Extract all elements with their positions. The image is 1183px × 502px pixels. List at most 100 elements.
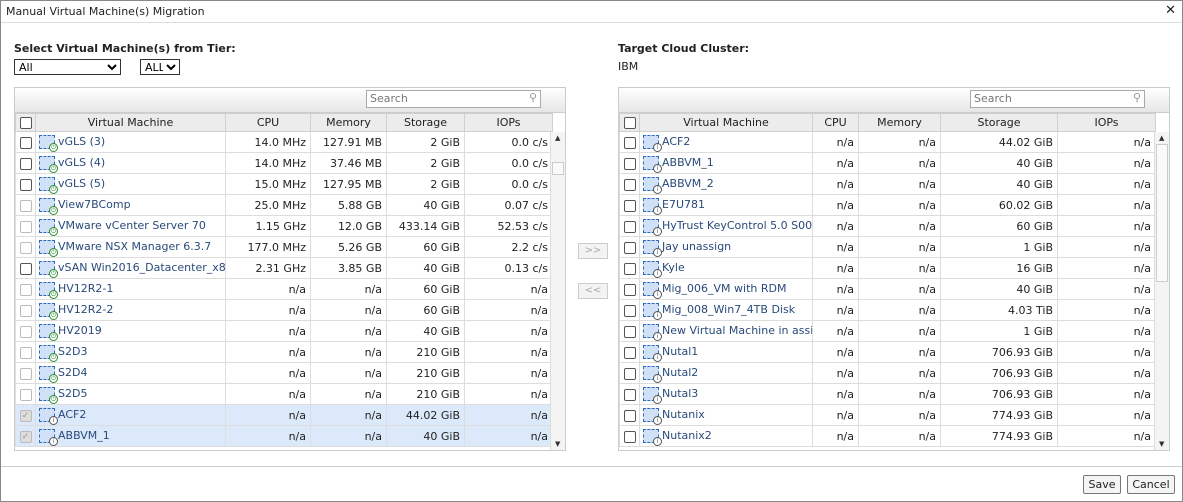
row-checkbox[interactable]: ✓ (15, 425, 36, 447)
table-row[interactable]: ⏻ HV12R2-1 n/a n/a 60 GiB n/a (15, 278, 553, 300)
col-memory[interactable]: Memory (858, 113, 941, 132)
table-row[interactable]: i Nutal3 n/a n/a 706.93 GiB n/a (619, 383, 1156, 405)
memory-cell: n/a (858, 236, 941, 258)
row-checkbox[interactable] (619, 299, 640, 321)
memory-cell: n/a (858, 173, 941, 195)
col-iops[interactable]: IOPs (1057, 113, 1156, 132)
table-row[interactable]: i Nutanix2 n/a n/a 774.93 GiB n/a (619, 425, 1156, 447)
table-row[interactable]: ⏻ HV2019 n/a n/a 40 GiB n/a (15, 320, 553, 342)
row-checkbox[interactable] (619, 131, 640, 153)
table-row[interactable]: ✓ i ABBVM_1 n/a n/a 40 GiB n/a (15, 425, 553, 447)
cpu-cell: n/a (812, 215, 859, 237)
row-checkbox[interactable] (619, 236, 640, 258)
table-row[interactable]: ⏻ VMware NSX Manager 6.3.7 177.0 MHz 5.26… (15, 236, 553, 258)
close-icon[interactable]: ✕ (1165, 3, 1176, 18)
row-checkbox[interactable] (619, 257, 640, 279)
storage-cell: 40 GiB (940, 278, 1058, 300)
row-checkbox[interactable] (619, 341, 640, 363)
row-checkbox[interactable] (619, 404, 640, 426)
scroll-down-icon[interactable]: ▼ (555, 440, 561, 448)
cpu-cell: n/a (225, 383, 311, 405)
select-all-checkbox[interactable] (15, 113, 36, 132)
row-checkbox[interactable] (619, 152, 640, 174)
table-row[interactable]: ⏻ vGLS (4) 14.0 MHz 37.46 MB 2 GiB 0.0 c/… (15, 152, 553, 174)
row-checkbox[interactable]: ✓ (15, 404, 36, 426)
row-checkbox[interactable] (619, 425, 640, 447)
table-row[interactable]: i Nutal2 n/a n/a 706.93 GiB n/a (619, 362, 1156, 384)
cpu-cell: n/a (812, 383, 859, 405)
row-checkbox[interactable] (15, 173, 36, 195)
iops-cell: n/a (1057, 236, 1156, 258)
select-all-checkbox[interactable] (619, 113, 640, 132)
vm-name-cell: i ABBVM_1 (35, 425, 226, 447)
row-checkbox[interactable] (15, 257, 36, 279)
table-row[interactable]: ⏻ vGLS (5) 15.0 MHz 127.95 MB 2 GiB 0.0 c… (15, 173, 553, 195)
table-row[interactable]: ⏻ VMware vCenter Server 70 1.15 GHz 12.0 … (15, 215, 553, 237)
table-row[interactable]: ⏻ S2D4 n/a n/a 210 GiB n/a (15, 362, 553, 384)
table-row[interactable]: i ABBVM_2 n/a n/a 40 GiB n/a (619, 173, 1156, 195)
cpu-cell: n/a (812, 278, 859, 300)
source-scrollbar[interactable]: ▲ ▼ (550, 132, 565, 450)
col-storage[interactable]: Storage (940, 113, 1058, 132)
table-row[interactable]: i ABBVM_1 n/a n/a 40 GiB n/a (619, 152, 1156, 174)
save-button[interactable]: Save (1083, 475, 1121, 494)
memory-cell: n/a (858, 341, 941, 363)
table-row[interactable]: i Mig_006_VM with RDM n/a n/a 40 GiB n/a (619, 278, 1156, 300)
scroll-up-icon[interactable]: ▲ (555, 134, 561, 142)
scroll-up-icon[interactable]: ▲ (1159, 134, 1165, 142)
row-checkbox[interactable] (619, 215, 640, 237)
col-cpu[interactable]: CPU (812, 113, 859, 132)
col-iops[interactable]: IOPs (464, 113, 553, 132)
scroll-down-icon[interactable]: ▼ (1159, 440, 1165, 448)
row-checkbox[interactable] (619, 320, 640, 342)
col-storage[interactable]: Storage (386, 113, 465, 132)
iops-cell: n/a (464, 341, 553, 363)
col-memory[interactable]: Memory (310, 113, 387, 132)
storage-cell: 44.02 GiB (940, 131, 1058, 153)
target-search-input[interactable]: Search ⚲ (970, 90, 1145, 108)
move-left-button[interactable]: << (578, 283, 608, 299)
row-checkbox[interactable] (619, 194, 640, 216)
table-row[interactable]: i ACF2 n/a n/a 44.02 GiB n/a (619, 131, 1156, 153)
row-checkbox[interactable] (15, 152, 36, 174)
table-row[interactable]: i Kyle n/a n/a 16 GiB n/a (619, 257, 1156, 279)
table-row[interactable]: i Nutanix n/a n/a 774.93 GiB n/a (619, 404, 1156, 426)
row-checkbox (15, 362, 36, 384)
target-scrollbar[interactable]: ▲ ▼ (1154, 132, 1169, 450)
row-checkbox[interactable] (619, 173, 640, 195)
scroll-thumb[interactable] (552, 162, 564, 175)
filter-select[interactable]: ALL (140, 59, 180, 75)
vm-name-cell: ⏻ vGLS (5) (35, 173, 226, 195)
table-row[interactable]: ⏻ View7BComp 25.0 MHz 5.88 GB 40 GiB 0.07… (15, 194, 553, 216)
cpu-cell: n/a (225, 341, 311, 363)
storage-cell: 210 GiB (386, 362, 465, 384)
table-row[interactable]: i Jay unassign n/a n/a 1 GiB n/a (619, 236, 1156, 258)
table-row[interactable]: ⏻ S2D3 n/a n/a 210 GiB n/a (15, 341, 553, 363)
row-checkbox[interactable] (619, 362, 640, 384)
iops-cell: 0.13 c/s (464, 257, 553, 279)
move-right-button[interactable]: >> (578, 243, 608, 259)
cancel-button[interactable]: Cancel (1127, 475, 1175, 494)
table-row[interactable]: i E7U781 n/a n/a 60.02 GiB n/a (619, 194, 1156, 216)
table-row[interactable]: ⏻ vSAN Win2016_Datacenter_x86... 2.31 GHz… (15, 257, 553, 279)
table-row[interactable]: i Mig_008_Win7_4TB Disk n/a n/a 4.03 TiB … (619, 299, 1156, 321)
col-virtual-machine[interactable]: Virtual Machine (35, 113, 226, 132)
table-row[interactable]: ⏻ vGLS (3) 14.0 MHz 127.91 MB 2 GiB 0.0 c… (15, 131, 553, 153)
row-checkbox[interactable] (619, 383, 640, 405)
vm-icon: i (643, 429, 662, 446)
table-row[interactable]: i Nutal1 n/a n/a 706.93 GiB n/a (619, 341, 1156, 363)
iops-cell: n/a (1057, 362, 1156, 384)
vm-icon: i (643, 282, 662, 299)
source-search-input[interactable]: Search ⚲ (366, 90, 541, 108)
row-checkbox[interactable] (15, 131, 36, 153)
table-row[interactable]: ⏻ HV12R2-2 n/a n/a 60 GiB n/a (15, 299, 553, 321)
table-row[interactable]: ✓ i ACF2 n/a n/a 44.02 GiB n/a (15, 404, 553, 426)
scroll-thumb[interactable] (1156, 144, 1168, 282)
col-cpu[interactable]: CPU (225, 113, 311, 132)
row-checkbox[interactable] (619, 278, 640, 300)
tier-select[interactable]: All (14, 59, 121, 75)
col-virtual-machine[interactable]: Virtual Machine (639, 113, 813, 132)
table-row[interactable]: ⏻ S2D5 n/a n/a 210 GiB n/a (15, 383, 553, 405)
